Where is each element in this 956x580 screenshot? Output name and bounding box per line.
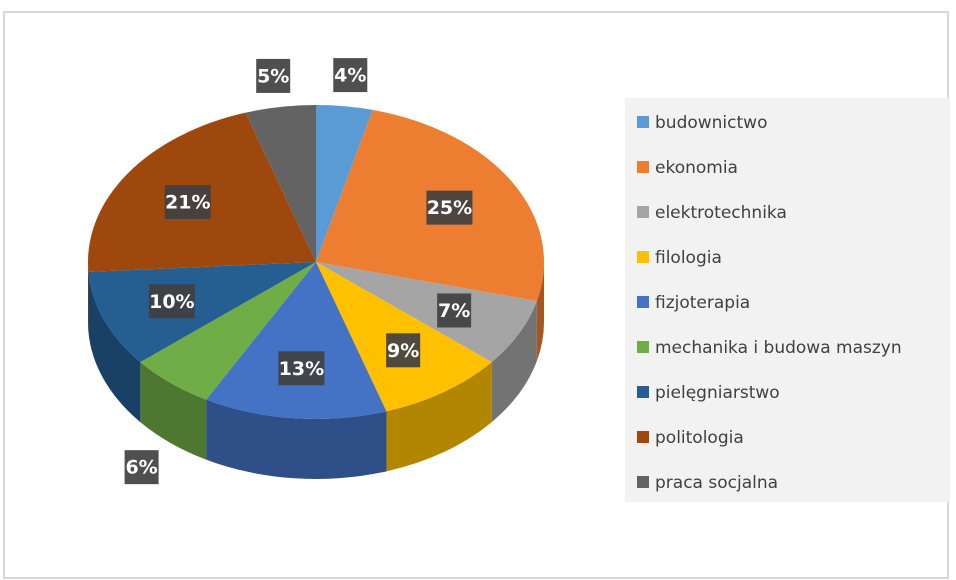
data-label-box xyxy=(437,293,472,328)
legend-swatch xyxy=(637,206,649,218)
pie-slice-side xyxy=(88,271,141,423)
pie-slice xyxy=(316,105,373,262)
pie-slice xyxy=(316,262,537,363)
side-shade xyxy=(536,262,544,362)
legend-label: mechanika i budowa maszyn xyxy=(655,338,902,358)
data-label: 9% xyxy=(387,340,419,362)
data-label: 6% xyxy=(125,457,157,479)
data-label-box xyxy=(278,351,325,386)
side-shade xyxy=(88,271,141,423)
legend-label: ekonomia xyxy=(655,158,738,178)
data-label: 13% xyxy=(279,358,324,380)
data-label: 7% xyxy=(438,300,470,322)
data-label: 10% xyxy=(149,291,194,313)
data-label: 21% xyxy=(165,191,210,213)
side-shade xyxy=(386,362,492,472)
legend-label: praca socjalna xyxy=(655,473,778,493)
legend-swatch xyxy=(637,251,649,263)
data-label-box xyxy=(333,58,368,93)
legend-label: elektrotechnika xyxy=(655,203,787,223)
legend-label: budownictwo xyxy=(655,113,767,133)
pie-slice-side xyxy=(386,362,492,472)
legend-swatch xyxy=(637,161,649,173)
data-label-box xyxy=(426,190,473,225)
legend-swatch xyxy=(637,116,649,128)
legend-label: filologia xyxy=(655,248,722,268)
side-shade xyxy=(140,362,207,460)
data-label: 25% xyxy=(427,197,472,219)
data-label-box xyxy=(124,450,159,485)
legend-label: politologia xyxy=(655,428,744,448)
pie-slice xyxy=(206,262,387,419)
pie-slice-side xyxy=(206,399,387,479)
pie-slice xyxy=(88,262,316,363)
legend-swatch xyxy=(637,296,649,308)
data-label-box xyxy=(386,333,421,368)
legend-label: fizjoterapia xyxy=(655,293,750,313)
legend-swatch xyxy=(637,386,649,398)
legend-box xyxy=(625,98,950,502)
data-label-box xyxy=(148,284,195,319)
pie-slice xyxy=(245,105,316,262)
data-label-box xyxy=(256,58,291,93)
side-shade xyxy=(206,399,387,479)
data-label: 4% xyxy=(334,65,366,87)
data-label-box xyxy=(164,184,211,219)
legend-swatch xyxy=(637,476,649,488)
side-shade xyxy=(491,301,537,423)
legend-swatch xyxy=(637,341,649,353)
pie-slice-side xyxy=(536,262,544,362)
pie-slice-side xyxy=(140,362,207,460)
pie-slice-side xyxy=(491,301,537,423)
data-label: 5% xyxy=(257,65,289,87)
legend-label: pielęgniarstwo xyxy=(655,383,780,403)
legend-swatch xyxy=(637,431,649,443)
pie-slice xyxy=(140,262,316,400)
